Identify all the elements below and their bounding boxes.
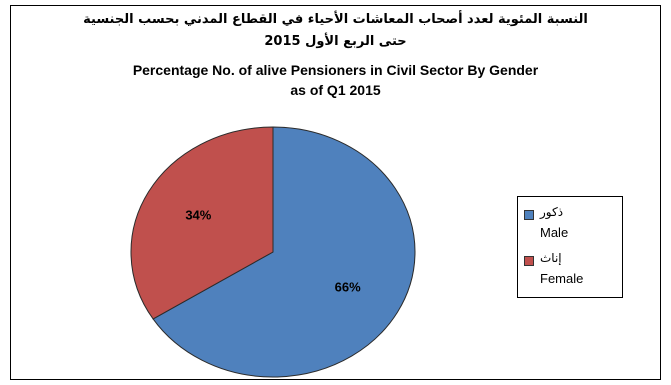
chart-title-english-line1: Percentage No. of alive Pensioners in Ci… (132, 62, 539, 78)
legend-label-female-ar: إناث (540, 251, 562, 265)
legend-label-male-ar: ذكور (540, 205, 564, 219)
chart-legend: ذكور Male إناث Female (517, 196, 623, 298)
pie-chart: 66% 34% (130, 126, 416, 378)
chart-frame: النسبة المئوية لعدد أصحاب المعاشات الأحي… (10, 5, 661, 380)
chart-title-english-line2: as of Q1 2015 (290, 82, 381, 98)
pie-slice-female (130, 126, 274, 320)
legend-swatch-male (524, 210, 534, 220)
chart-title-arabic-line1: النسبة المئوية لعدد أصحاب المعاشات الأحي… (83, 12, 588, 27)
legend-label-female-en: Female (540, 271, 584, 286)
data-label-female: 34% (185, 207, 211, 222)
pie-slice-male (152, 126, 416, 378)
data-label-male: 66% (335, 280, 361, 295)
chart-title-arabic-line2: حتى الربع الأول 2015 (264, 34, 407, 49)
legend-label-male-en: Male (540, 225, 569, 240)
legend-swatch-female (524, 256, 534, 266)
